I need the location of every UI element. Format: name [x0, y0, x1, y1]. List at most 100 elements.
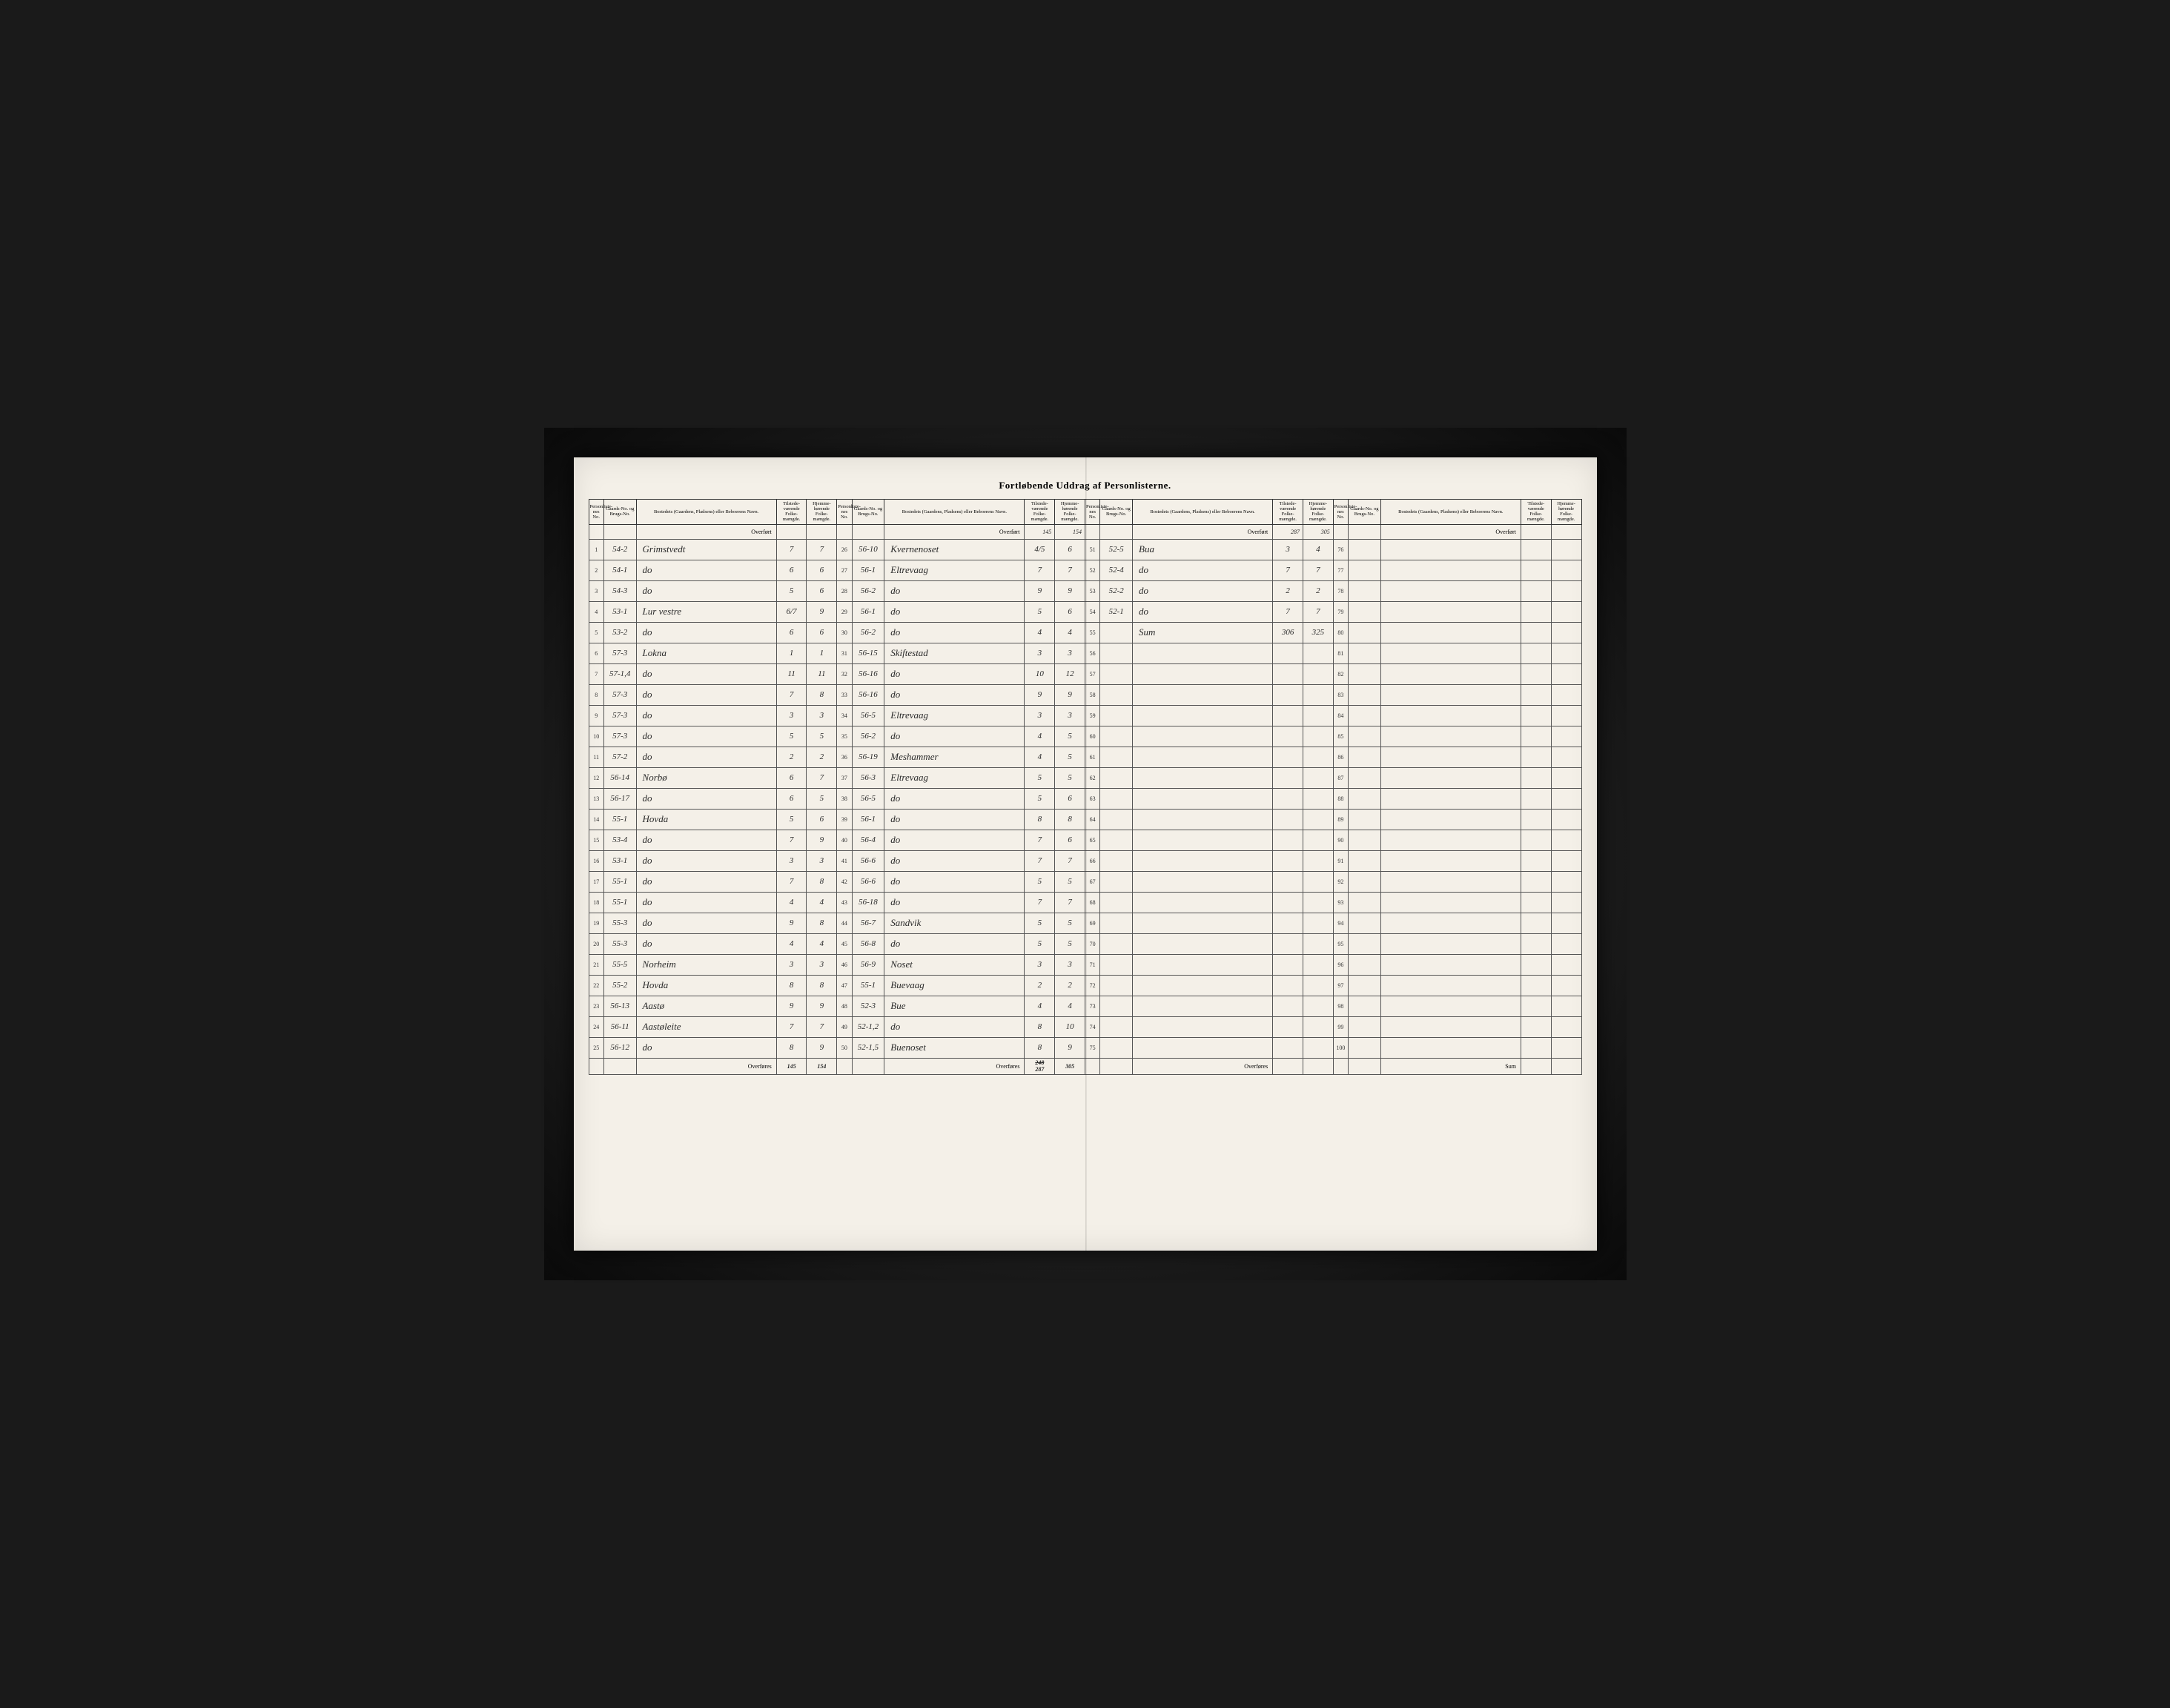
home-count: 5 — [807, 788, 837, 809]
row-index: 61 — [1085, 747, 1099, 767]
gaard-no: 56-16 — [852, 684, 884, 705]
home-count: 5 — [1055, 726, 1085, 747]
row-index: 2 — [589, 560, 603, 580]
bosted-name: do — [884, 663, 1025, 684]
bosted-name: Sandvik — [884, 913, 1025, 933]
bosted-name — [1380, 747, 1521, 767]
bosted-name — [1133, 643, 1273, 663]
col-header-present: Tilstede-værende Folke-mængde. — [1521, 500, 1551, 525]
row-index: 27 — [837, 560, 852, 580]
present-count — [1521, 892, 1551, 913]
present-count — [1521, 705, 1551, 726]
present-count — [1273, 913, 1303, 933]
gaard-no: 54-3 — [603, 580, 636, 601]
present-count: 7 — [1273, 601, 1303, 622]
gaard-no: 56-16 — [852, 663, 884, 684]
present-count: 2 — [1273, 580, 1303, 601]
table-row: 1256-14Norbø673756-3Eltrevaag556287 — [589, 767, 1581, 788]
present-count: 4 — [776, 892, 807, 913]
bosted-name: do — [884, 850, 1025, 871]
bosted-name: do — [884, 726, 1025, 747]
bosted-name — [1133, 663, 1273, 684]
present-count — [1273, 809, 1303, 830]
present-count — [1521, 643, 1551, 663]
row-index: 45 — [837, 933, 852, 954]
row-index: 20 — [589, 933, 603, 954]
row-index: 63 — [1085, 788, 1099, 809]
gaard-no — [1349, 933, 1381, 954]
gaard-no: 56-8 — [852, 933, 884, 954]
carry-forward-row: Overføres145154Overføres248287305Overfør… — [589, 1058, 1581, 1074]
bosted-name — [1380, 975, 1521, 996]
gaard-no: 57-3 — [603, 705, 636, 726]
bosted-name: do — [636, 747, 776, 767]
gaard-no: 56-13 — [603, 996, 636, 1016]
present-count: 7 — [776, 830, 807, 850]
row-index: 32 — [837, 663, 852, 684]
bosted-name: Hovda — [636, 809, 776, 830]
home-count: 4 — [1303, 539, 1333, 560]
row-index: 86 — [1333, 747, 1348, 767]
present-count — [1273, 933, 1303, 954]
home-count: 9 — [807, 996, 837, 1016]
gaard-no: 56-1 — [852, 601, 884, 622]
present-count: 2 — [776, 747, 807, 767]
bosted-name: Aastø — [636, 996, 776, 1016]
row-index: 17 — [589, 871, 603, 892]
bosted-name — [1133, 996, 1273, 1016]
bosted-name: do — [884, 601, 1025, 622]
home-count: 9 — [807, 830, 837, 850]
col-header-gno: Gaards-No. og Brugs-No. — [603, 500, 636, 525]
present-count: 3 — [1025, 643, 1055, 663]
gaard-no — [1100, 788, 1133, 809]
row-index: 16 — [589, 850, 603, 871]
col-header-idx: Personliste-nes No. — [1085, 500, 1099, 525]
table-row: 1057-3do553556-2do456085 — [589, 726, 1581, 747]
present-count: 5 — [776, 580, 807, 601]
home-count — [1551, 850, 1581, 871]
gaard-no — [1349, 996, 1381, 1016]
col-header-name: Bostedets (Gaardens, Pladsens) eller Beb… — [1133, 500, 1273, 525]
bosted-name: do — [636, 871, 776, 892]
home-count: 1 — [807, 643, 837, 663]
row-index: 76 — [1333, 539, 1348, 560]
home-count — [1303, 1016, 1333, 1037]
bosted-name — [1133, 684, 1273, 705]
present-count — [1521, 663, 1551, 684]
bosted-name: do — [884, 580, 1025, 601]
home-count: 6 — [1055, 788, 1085, 809]
bosted-name — [1380, 767, 1521, 788]
row-index: 30 — [837, 622, 852, 643]
home-count — [1303, 830, 1333, 850]
row-index: 70 — [1085, 933, 1099, 954]
gaard-no: 55-3 — [603, 933, 636, 954]
present-count — [1521, 788, 1551, 809]
col-header-gno: Gaards-No. og Brugs-No. — [852, 500, 884, 525]
bosted-name: Lur vestre — [636, 601, 776, 622]
home-count: 4 — [1055, 622, 1085, 643]
present-count: 7 — [1025, 560, 1055, 580]
gaard-no — [1100, 767, 1133, 788]
bosted-name: do — [636, 933, 776, 954]
present-count — [1273, 850, 1303, 871]
present-count — [1521, 1037, 1551, 1058]
home-count — [1303, 705, 1333, 726]
col-header-name: Bostedets (Gaardens, Pladsens) eller Beb… — [636, 500, 776, 525]
bosted-name: do — [636, 1037, 776, 1058]
home-count — [1551, 726, 1581, 747]
gaard-no: 56-1 — [852, 560, 884, 580]
home-count: 3 — [807, 705, 837, 726]
present-count: 9 — [1025, 580, 1055, 601]
table-row: 1157-2do223656-19Meshammer456186 — [589, 747, 1581, 767]
gaard-no — [1349, 580, 1381, 601]
present-count — [1521, 850, 1551, 871]
home-count — [1303, 996, 1333, 1016]
row-index: 54 — [1085, 601, 1099, 622]
gaard-no: 56-2 — [852, 580, 884, 601]
home-count — [1551, 747, 1581, 767]
home-count — [1551, 871, 1581, 892]
row-index: 12 — [589, 767, 603, 788]
home-count: 5 — [1055, 767, 1085, 788]
present-count — [1273, 747, 1303, 767]
present-count — [1273, 726, 1303, 747]
